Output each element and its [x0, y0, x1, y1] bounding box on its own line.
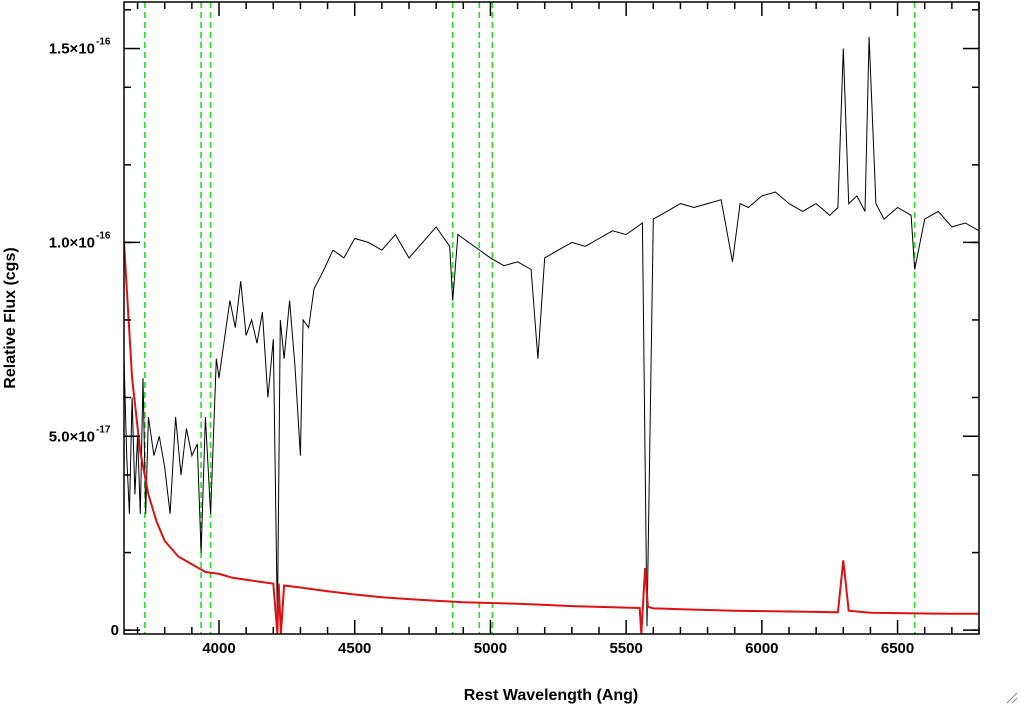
series-line-0 [124, 36, 979, 627]
x-tick-label: 6000 [745, 640, 778, 657]
y-tick-labels: 05.0×10 -171.0×10 -161.5×10 -16 [49, 37, 119, 640]
y-tick-label: 1.5×10 [49, 41, 95, 58]
y-tick-label: 0 [111, 622, 119, 639]
resize-grip-icon[interactable] [1004, 690, 1018, 704]
x-tick-labels: 4000 4500 5000 5500 6000 6500 [202, 640, 914, 657]
y-tick-exponent: -17 [96, 424, 111, 435]
y-tick-exponent: -16 [96, 230, 111, 241]
x-tick-label: 5000 [474, 640, 507, 657]
emission-line-markers [144, 2, 916, 634]
x-tick-label: 4000 [202, 640, 235, 657]
series-line-1 [124, 242, 979, 634]
plot-frame [123, 1, 980, 635]
axis-ticks [124, 2, 980, 634]
x-tick-label: 5500 [609, 640, 642, 657]
x-tick-label: 4500 [338, 640, 371, 657]
y-tick-exponent: -16 [96, 37, 111, 48]
y-axis-label: Relative Flux (cgs) [2, 247, 19, 388]
y-tick-label: 5.0×10 [49, 428, 95, 445]
spectrum-series [124, 36, 979, 634]
y-tick-label: 1.0×10 [49, 234, 95, 251]
x-tick-label: 6500 [881, 640, 914, 657]
x-axis-label: Rest Wavelength (Ang) [464, 687, 639, 704]
